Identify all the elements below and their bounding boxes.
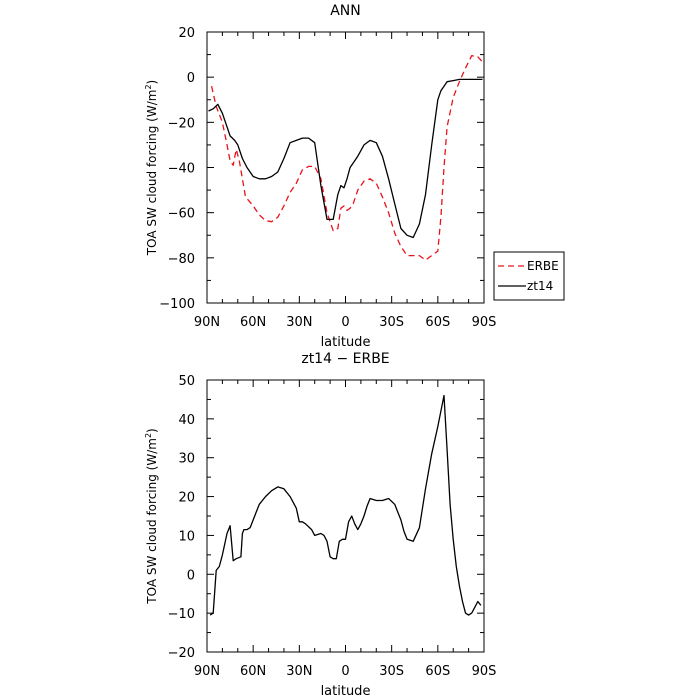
- y-tick-label: 40: [178, 413, 195, 428]
- series-line-difference: [209, 394, 482, 616]
- y-tick-label: −20: [168, 116, 195, 131]
- chart-title: zt14 − ERBE: [301, 351, 389, 367]
- series-line-zt14: [208, 78, 483, 239]
- x-tick-label: 90N: [194, 315, 220, 330]
- series-line-erbe: [210, 55, 485, 261]
- x-tick-label: 30S: [379, 315, 404, 330]
- y-tick-label: 20: [178, 491, 195, 506]
- y-tick-label: −80: [168, 252, 195, 267]
- x-tick-label: 60S: [425, 315, 450, 330]
- y-axis-label: TOA SW cloud forcing (W/m2): [144, 80, 159, 256]
- x-tick-label: 30S: [379, 664, 404, 679]
- y-tick-label: 0: [187, 568, 195, 583]
- y-tick-label: −20: [168, 646, 195, 661]
- x-tick-label: 60S: [425, 664, 450, 679]
- y-tick-label: −40: [168, 162, 195, 177]
- plot-frame: [206, 31, 485, 304]
- legend-label: zt14: [527, 279, 553, 293]
- x-axis-label: latitude: [321, 684, 371, 699]
- y-tick-label: −10: [168, 607, 195, 622]
- y-tick-label: 10: [178, 529, 195, 544]
- chart-legend: ERBE zt14: [493, 251, 565, 301]
- chart-title: ANN: [330, 3, 361, 19]
- y-tick-label: 30: [178, 452, 195, 467]
- x-axis-label: latitude: [321, 335, 371, 350]
- x-tick-label: 60N: [240, 315, 266, 330]
- x-tick-label: 90S: [472, 315, 497, 330]
- y-tick-label: −60: [168, 207, 195, 222]
- y-tick-label: 20: [178, 26, 195, 41]
- bottom-panel-difference: zt14 − ERBE 90N 60N 30N 0 30S 60S 90S −20 −10 0 10 2…: [144, 351, 496, 699]
- y-axis-label: TOA SW cloud forcing (W/m2): [144, 428, 159, 604]
- y-tick-label: 50: [178, 374, 195, 389]
- plot-frame: [206, 379, 485, 653]
- legend-label: ERBE: [527, 259, 559, 273]
- x-tick-label: 0: [341, 664, 349, 679]
- x-tick-label: 60N: [240, 664, 266, 679]
- x-tick-label: 90N: [194, 664, 220, 679]
- legend-box: [493, 251, 565, 301]
- x-tick-label: 30N: [286, 664, 312, 679]
- y-tick-label: 0: [187, 71, 195, 86]
- top-panel-annual-cloud-forcing: ANN 90N 60N 30N 0 30S 60S 90S −100 −80 −60 −40 −20 0 2…: [144, 3, 496, 350]
- x-tick-label: 0: [341, 315, 349, 330]
- x-tick-label: 90S: [472, 664, 497, 679]
- x-tick-label: 30N: [286, 315, 312, 330]
- y-tick-label: −100: [159, 297, 195, 312]
